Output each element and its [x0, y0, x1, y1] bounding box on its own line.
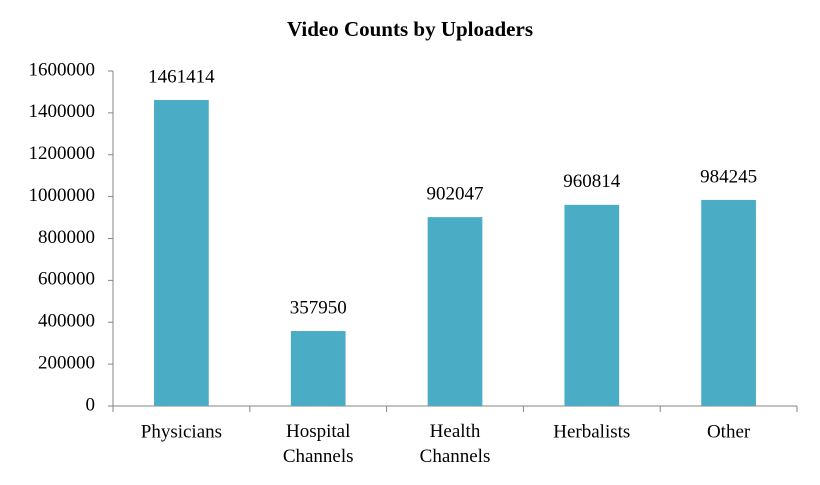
data-label: 902047 [427, 183, 484, 204]
y-tick-label: 200000 [38, 352, 95, 373]
y-tick-label: 1600000 [29, 59, 96, 80]
x-tick-label: Health Channels [420, 421, 491, 467]
bar [427, 217, 483, 406]
x-tick-label-line: Channels [420, 446, 491, 467]
x-tick-label: Other [707, 421, 751, 442]
data-label: 984245 [700, 166, 757, 187]
y-tick-label: 600000 [38, 269, 95, 290]
y-tick-label: 400000 [38, 311, 95, 332]
data-label: 357950 [290, 297, 347, 318]
x-tick-label-line: Channels [283, 446, 354, 467]
y-tick-label: 1400000 [29, 101, 96, 122]
x-tick-label-line: Hospital [286, 421, 350, 442]
y-tick-label: 1000000 [29, 185, 96, 206]
x-tick-label: Hospital Channels [283, 421, 354, 467]
x-tick-label: Herbalists [553, 421, 630, 442]
x-tick-label: Physicians [141, 421, 222, 442]
bar [564, 204, 620, 406]
data-label: 1461414 [148, 66, 215, 87]
y-tick-label: 1200000 [29, 143, 96, 164]
y-tick-label: 0 [86, 394, 96, 415]
data-label: 960814 [563, 171, 621, 192]
x-tick-label-line: Health [430, 421, 481, 442]
bar [290, 331, 346, 406]
bar [154, 100, 209, 406]
chart-title: Video Counts by Uploaders [287, 17, 533, 41]
bar [701, 199, 756, 406]
y-tick-label: 800000 [38, 227, 95, 248]
